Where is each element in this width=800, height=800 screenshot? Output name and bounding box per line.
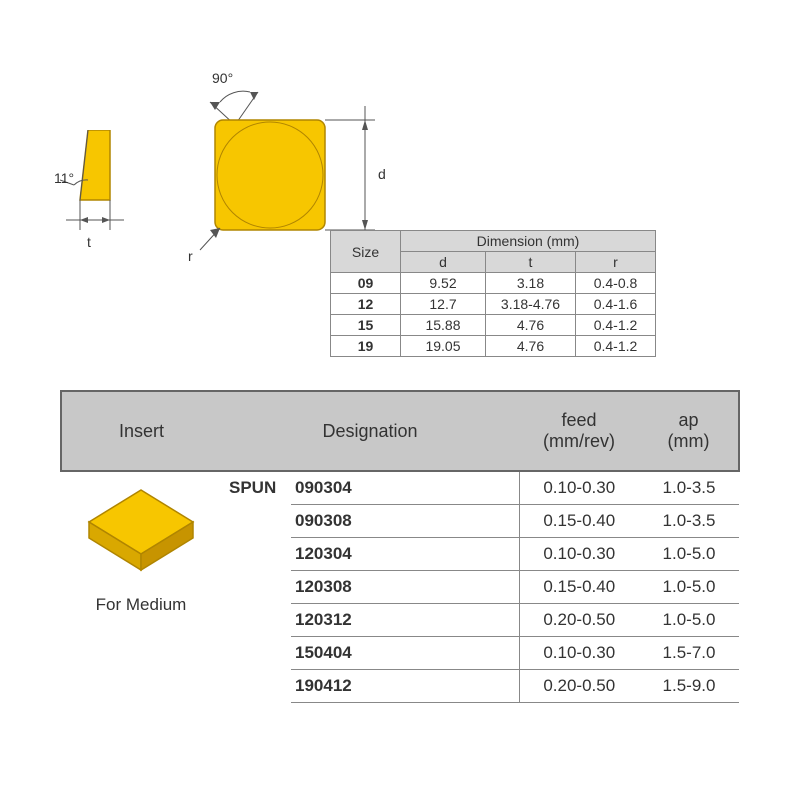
size-header: Size xyxy=(331,231,401,273)
ap-value: 1.5-7.0 xyxy=(639,637,739,670)
designation-header: Designation xyxy=(221,391,519,471)
col-r: r xyxy=(576,252,656,273)
designation: 120304 xyxy=(291,538,519,571)
feed-value: 0.20-0.50 xyxy=(519,670,639,703)
designation: 120312 xyxy=(291,604,519,637)
designation: 190412 xyxy=(291,670,519,703)
side-view-diagram xyxy=(60,130,160,260)
feed-value: 0.10-0.30 xyxy=(519,637,639,670)
designation: 090304 xyxy=(291,471,519,505)
main-header-row: Insert Designation feed (mm/rev) ap (mm) xyxy=(61,391,739,471)
angle-11-label: 11° xyxy=(54,170,74,186)
feed-value: 0.15-0.40 xyxy=(519,505,639,538)
insert-caption: For Medium xyxy=(71,595,211,615)
main-table: Insert Designation feed (mm/rev) ap (mm)… xyxy=(60,390,740,703)
table-row: For Medium SPUN 090304 0.10-0.30 1.0-3.5 xyxy=(61,471,739,505)
r-label: r xyxy=(188,248,193,264)
ap-value: 1.5-9.0 xyxy=(639,670,739,703)
insert-header: Insert xyxy=(61,391,221,471)
ap-value: 1.0-3.5 xyxy=(639,505,739,538)
diagram-area: 11° t 90° r d Si xyxy=(60,60,740,260)
ap-header: ap (mm) xyxy=(639,391,739,471)
feed-value: 0.20-0.50 xyxy=(519,604,639,637)
dim-header-row: Size Dimension (mm) xyxy=(331,231,656,252)
dim-row: 19 19.05 4.76 0.4-1.2 xyxy=(331,336,656,357)
d-label: d xyxy=(378,166,386,182)
angle-90-label: 90° xyxy=(212,70,233,86)
page-container: 11° t 90° r d Si xyxy=(60,60,740,260)
ap-value: 1.0-5.0 xyxy=(639,538,739,571)
ap-value: 1.0-3.5 xyxy=(639,471,739,505)
ap-value: 1.0-5.0 xyxy=(639,604,739,637)
family-label: SPUN xyxy=(221,471,291,703)
dimension-table: Size Dimension (mm) d t r 09 9.52 3.18 0… xyxy=(330,230,656,357)
ap-value: 1.0-5.0 xyxy=(639,571,739,604)
feed-header: feed (mm/rev) xyxy=(519,391,639,471)
dim-row: 15 15.88 4.76 0.4-1.2 xyxy=(331,315,656,336)
insert-icon xyxy=(81,482,201,582)
dim-row: 12 12.7 3.18-4.76 0.4-1.6 xyxy=(331,294,656,315)
dim-header: Dimension (mm) xyxy=(401,231,656,252)
col-d: d xyxy=(401,252,486,273)
t-label: t xyxy=(87,234,91,250)
designation: 120308 xyxy=(291,571,519,604)
designation: 090308 xyxy=(291,505,519,538)
designation: 150404 xyxy=(291,637,519,670)
feed-value: 0.10-0.30 xyxy=(519,471,639,505)
insert-cell: For Medium xyxy=(61,471,221,703)
dim-row: 09 9.52 3.18 0.4-0.8 xyxy=(331,273,656,294)
feed-value: 0.10-0.30 xyxy=(519,538,639,571)
feed-value: 0.15-0.40 xyxy=(519,571,639,604)
col-t: t xyxy=(486,252,576,273)
